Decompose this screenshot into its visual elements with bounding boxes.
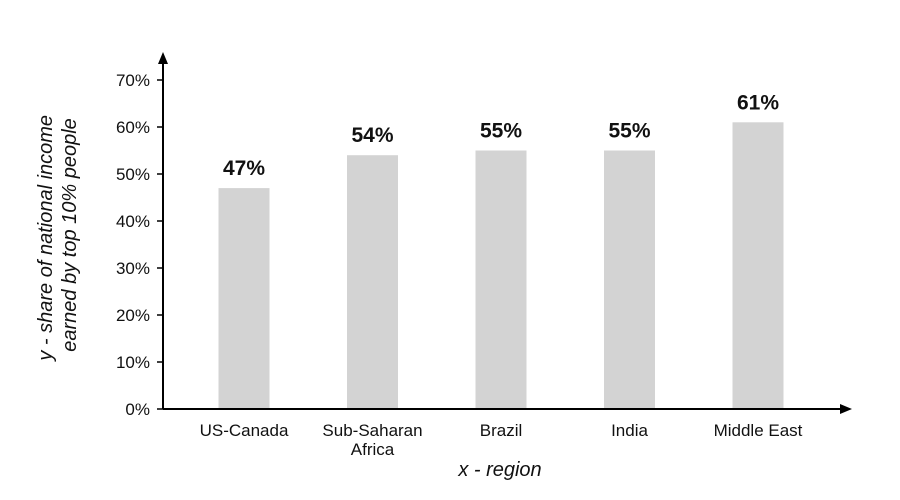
y-tick-label: 70% [116,71,150,90]
x-category-label: Brazil [480,421,523,440]
bar [604,150,655,409]
bar-value-label: 61% [737,91,779,114]
y-axis-ticks: 0% 10% 20% 30% 40% 50% 60% 70% [116,71,163,419]
x-category-label: US-Canada [200,421,289,440]
y-tick-label: 40% [116,212,150,231]
y-tick-label: 50% [116,165,150,184]
bar [475,150,527,409]
y-axis-title-line-2: earned by top 10% people [59,118,81,352]
bar [732,122,784,410]
y-tick-label: 60% [116,118,150,137]
x-category-label: Sub-Saharan Africa [322,421,422,459]
y-tick-label: 30% [116,259,150,278]
y-axis-arrow [158,52,168,64]
bar-value-label: 55% [480,120,522,143]
y-axis-title: y - share of national income earned by t… [35,109,81,362]
y-tick-label: 0% [125,400,150,419]
y-tick-label: 20% [116,306,150,325]
bar [347,155,398,409]
x-category-label: India [611,421,648,440]
bar [218,188,270,409]
x-axis-title: x - region [457,459,541,481]
bar-value-label: 55% [608,120,650,143]
y-tick-label: 10% [116,353,150,372]
x-axis-arrow [840,404,852,414]
bar-data-labels: 47% 54% 55% 55% 61% [223,91,779,180]
axes [158,52,852,414]
x-category-label: Middle East [714,421,803,440]
bar-value-label: 54% [351,124,393,147]
x-axis-category-labels: US-Canada Sub-Saharan Africa Brazil India Mid… [200,421,803,459]
y-axis-title-line-1: y - share of national income [35,115,57,363]
bar-value-label: 47% [223,157,265,180]
bars [218,122,784,410]
